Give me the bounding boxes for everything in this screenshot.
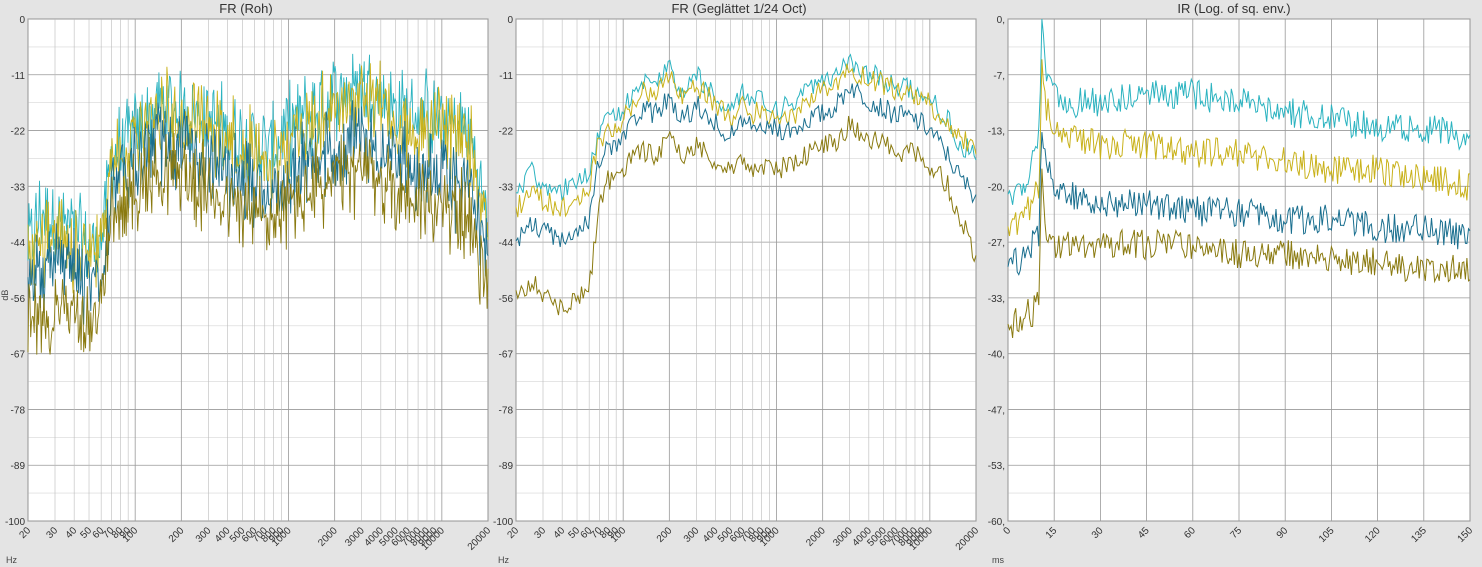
x-tick-label: 40 <box>552 525 568 541</box>
x-tick-label: 30 <box>532 525 548 541</box>
y-tick-label: -89 <box>11 461 26 472</box>
series-line-3 <box>515 82 977 248</box>
y-tick-label: -67 <box>499 350 514 361</box>
y-tick-label: 0, <box>997 15 1005 26</box>
fr-smoothed-title: FR (Geglättet 1/24 Oct) <box>671 1 807 16</box>
x-tick-label: 105 <box>1317 525 1337 545</box>
y-tick-label: -56 <box>499 294 514 305</box>
x-tick-label: 30 <box>1090 525 1106 541</box>
y-tick-label: -11 <box>499 71 513 82</box>
y-tick-label: -7, <box>993 71 1005 82</box>
y-tick-label: -60, <box>988 517 1005 528</box>
y-tick-label: -20, <box>988 182 1005 193</box>
x-tick-label: 30 <box>44 525 60 541</box>
series-line-1 <box>1007 18 1471 205</box>
y-tick-label: -78 <box>499 405 514 416</box>
x-unit-label: Hz <box>498 555 509 565</box>
x-tick-label: 20000 <box>466 525 492 553</box>
x-tick-label: 3000 <box>831 525 855 549</box>
x-tick-label: 2000 <box>316 525 340 549</box>
fr-raw-panel: FR (Roh) 0 -11 -22 -33 -44 -56 -67 -78 -89 -100 20… <box>0 0 492 567</box>
x-tick-label: 75 <box>1228 525 1244 541</box>
x-tick-label: 20000 <box>954 525 982 553</box>
x-tick-label: 60 <box>1182 525 1198 541</box>
y-axis-label: dB <box>0 290 10 301</box>
fr-raw-title: FR (Roh) <box>219 1 273 16</box>
series-line-3 <box>27 100 489 325</box>
y-tick-label: -33 <box>11 182 26 193</box>
y-tick-label: -33 <box>499 182 514 193</box>
y-tick-label: -44 <box>11 238 26 249</box>
x-unit-label: ms <box>992 555 1004 565</box>
x-tick-label: 2000 <box>804 525 828 549</box>
y-tick-label: -22 <box>499 127 514 138</box>
y-tick-label: -100 <box>5 517 25 528</box>
x-tick-label: 150 <box>1456 525 1476 545</box>
x-tick-label: 300 <box>682 525 702 545</box>
y-tick-label: 0 <box>507 15 513 26</box>
series-line-4 <box>27 132 489 355</box>
y-tick-label: -22 <box>11 127 26 138</box>
fr-smoothed-panel: FR (Geglättet 1/24 Oct) 0 -11 -22 -33 -44 -56… <box>492 0 986 567</box>
y-tick-label: -47, <box>988 405 1005 416</box>
ir-title: IR (Log. of sq. env.) <box>1177 1 1291 16</box>
ir-panel: IR (Log. of sq. env.) 0, -7, -13, -20, -27, -… <box>986 0 1482 567</box>
y-tick-label: 0 <box>19 15 25 26</box>
x-tick-label: 40 <box>64 525 80 541</box>
x-tick-label: 90 <box>1275 525 1291 541</box>
series-line-4 <box>1007 168 1471 339</box>
y-tick-label: -56 <box>11 294 26 305</box>
y-tick-label: -13, <box>988 127 1005 138</box>
y-tick-label: -89 <box>499 461 514 472</box>
x-tick-label: 135 <box>1409 525 1429 545</box>
y-tick-label: -33, <box>988 294 1005 305</box>
y-tick-label: -67 <box>11 350 26 361</box>
x-tick-label: 120 <box>1363 525 1383 545</box>
series-line-2 <box>1007 59 1471 237</box>
series-line-3 <box>1007 132 1471 276</box>
x-tick-label: 0 <box>1001 525 1013 537</box>
y-tick-label: -11 <box>11 71 25 82</box>
x-tick-label: 3000 <box>343 525 367 549</box>
series-line-4 <box>515 115 977 316</box>
y-tick-label: -53, <box>988 461 1005 472</box>
series-line-2 <box>27 60 489 294</box>
ir-chart: 0, -7, -13, -20, -27, -33, -40, -47, -53, -60,0 15… <box>988 15 1476 565</box>
x-tick-label: 45 <box>1136 525 1152 541</box>
x-tick-label: 300 <box>194 525 214 545</box>
x-tick-label: 200 <box>167 525 187 545</box>
y-tick-label: -100 <box>493 517 513 528</box>
series-line-2 <box>515 63 977 218</box>
y-tick-label: -40, <box>988 350 1005 361</box>
y-tick-label: -44 <box>499 238 514 249</box>
x-tick-label: 15 <box>1044 525 1060 541</box>
x-unit-label: Hz <box>6 555 17 565</box>
y-tick-label: -27, <box>988 238 1005 249</box>
x-tick-label: 200 <box>655 525 675 545</box>
y-tick-label: -78 <box>11 405 26 416</box>
